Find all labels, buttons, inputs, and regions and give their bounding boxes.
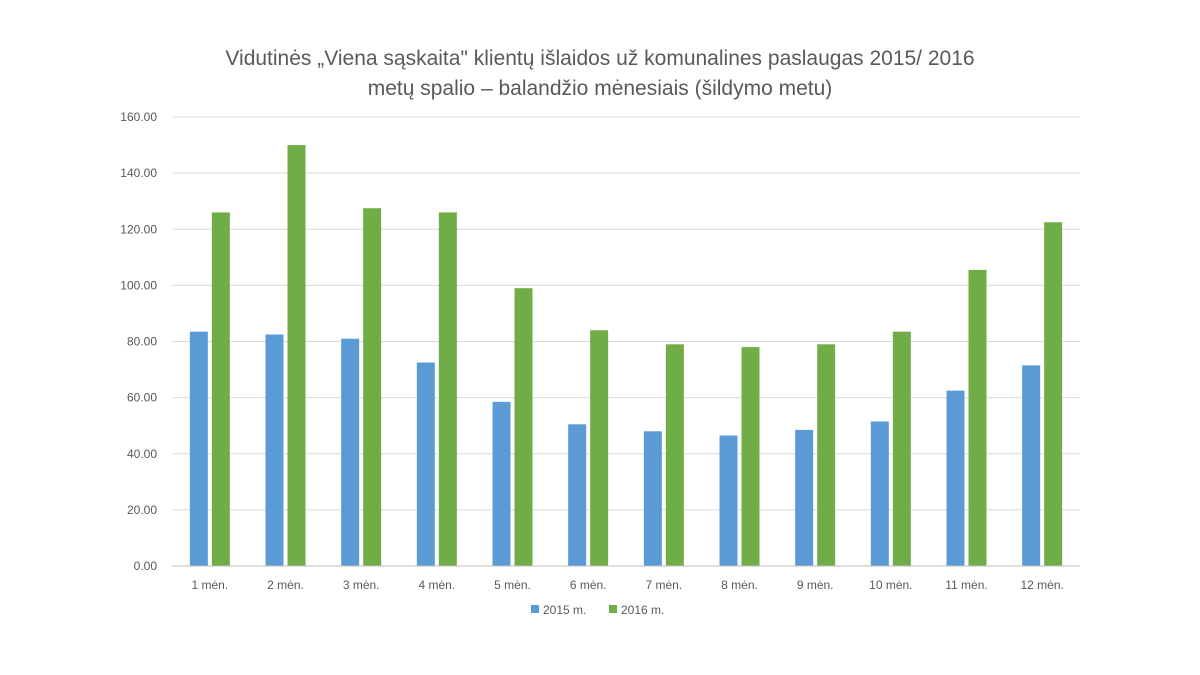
bar-2015-3 <box>341 338 360 566</box>
x-tick-label: 7 mėn. <box>645 578 682 592</box>
x-tick-label: 12 mėn. <box>1020 578 1063 592</box>
legend-label: 2015 m. <box>543 603 586 617</box>
chart-title-line-1: Vidutinės „Viena sąskaita" klientų išlai… <box>225 47 974 70</box>
bar-2015-6 <box>568 424 587 566</box>
bar-2016-5 <box>514 288 533 566</box>
y-tick-label: 80.00 <box>127 335 157 349</box>
x-tick-label: 4 mėn. <box>418 578 455 592</box>
chart-title-line-2: metų spalio – balandžio mėnesiais (šildy… <box>368 77 833 100</box>
bar-2016-6 <box>590 330 609 566</box>
bar-2015-12 <box>1022 365 1041 566</box>
bar-2015-2 <box>265 334 284 566</box>
gridlines <box>172 116 1080 511</box>
y-tick-label: 60.00 <box>127 391 157 405</box>
bar-2015-4 <box>416 362 435 566</box>
x-tick-label: 3 mėn. <box>343 578 380 592</box>
bar-2015-7 <box>643 431 662 566</box>
bar-2016-4 <box>438 212 457 566</box>
bar-2015-5 <box>492 401 511 566</box>
legend: 2015 m. 2016 m. <box>531 603 664 617</box>
y-tick-label: 120.00 <box>120 222 157 236</box>
bar-2016-11 <box>968 269 987 566</box>
y-tick-label: 0.00 <box>134 559 158 573</box>
bar-2016-10 <box>892 331 911 566</box>
x-tick-label: 2 mėn. <box>267 578 304 592</box>
bar-2016-3 <box>363 208 382 566</box>
bar-2016-1 <box>211 212 230 566</box>
bar-2015-8 <box>719 435 738 566</box>
x-tick-label: 5 mėn. <box>494 578 531 592</box>
y-tick-label: 20.00 <box>127 503 157 517</box>
x-tick-label: 9 mėn. <box>797 578 834 592</box>
bar-2015-10 <box>870 421 889 566</box>
bar-2015-11 <box>946 390 965 566</box>
legend-swatch <box>531 605 539 613</box>
bar-2016-9 <box>817 344 836 566</box>
x-tick-label: 6 mėn. <box>570 578 607 592</box>
bar-2016-12 <box>1044 222 1063 566</box>
y-tick-label: 140.00 <box>120 166 157 180</box>
bar-2016-8 <box>741 347 760 566</box>
bar-2016-2 <box>287 145 306 566</box>
bar-2015-1 <box>189 331 208 566</box>
x-tick-label: 8 mėn. <box>721 578 758 592</box>
x-tick-label: 1 mėn. <box>191 578 228 592</box>
bar-2015-9 <box>795 429 814 566</box>
bar-2016-7 <box>665 344 684 566</box>
x-tick-label: 11 mėn. <box>945 578 987 592</box>
y-axis-tick-labels: 0.00 20.00 40.00 60.00 80.00 100.00 120.00 140.… <box>120 110 157 573</box>
y-tick-label: 160.00 <box>120 110 157 124</box>
y-tick-label: 40.00 <box>127 447 157 461</box>
x-tick-label: 10 mėn. <box>869 578 912 592</box>
bars <box>189 145 1063 566</box>
legend-swatch <box>609 605 617 613</box>
legend-label: 2016 m. <box>621 603 664 617</box>
y-tick-label: 100.00 <box>120 278 157 292</box>
x-axis-tick-labels: 1 mėn. 2 mėn. 3 mėn. 4 mėn. 5 mėn. 6 mėn. 7 mė… <box>191 578 1063 592</box>
